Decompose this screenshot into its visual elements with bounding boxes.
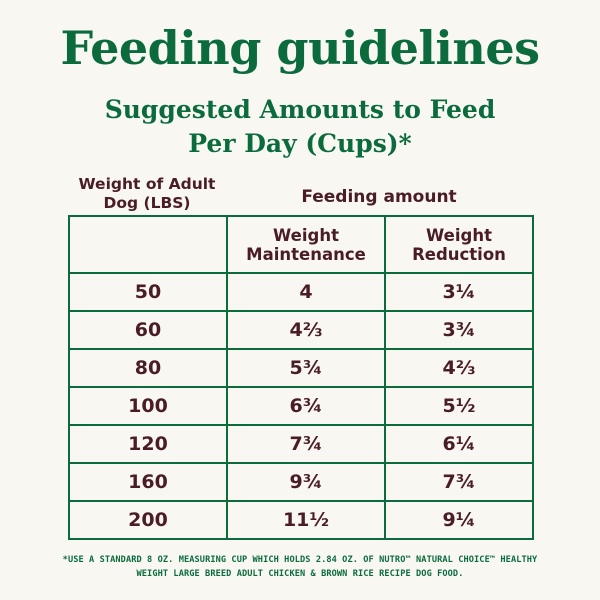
maintenance-cell: 4⅔ — [226, 310, 386, 350]
table-row: 120 7¾ 6¼ — [68, 424, 534, 464]
maintenance-header-line-1: Weight — [273, 225, 339, 245]
subtitle-line-2: Per Day (Cups)* — [188, 129, 412, 158]
reduction-cell: 9¼ — [384, 500, 534, 540]
maintenance-cell: 4 — [226, 272, 386, 312]
page-title: Feeding guidelines — [60, 21, 540, 75]
weight-cell: 200 — [68, 500, 228, 540]
maintenance-header-cell: Weight Maintenance — [226, 215, 386, 274]
reduction-cell: 3¾ — [384, 310, 534, 350]
footnote: *USE A STANDARD 8 OZ. MEASURING CUP WHIC… — [10, 553, 590, 581]
reduction-header-line-2: Reduction — [412, 244, 506, 264]
table-row: 100 6¾ 5½ — [68, 386, 534, 426]
table-row: 50 4 3¼ — [68, 272, 534, 312]
subtitle-line-1: Suggested Amounts to Feed — [104, 95, 496, 124]
reduction-header-line-1: Weight — [426, 225, 492, 245]
weight-column-heading: Weight of Adult Dog (LBS) — [62, 175, 232, 213]
maintenance-cell: 7¾ — [226, 424, 386, 464]
feeding-amount-heading: Feeding amount — [301, 187, 457, 207]
weight-cell: 100 — [68, 386, 228, 426]
table-header-row: Weight Maintenance Weight Reduction — [68, 215, 534, 274]
maintenance-cell: 5¾ — [226, 348, 386, 388]
table-row: 80 5¾ 4⅔ — [68, 348, 534, 388]
feeding-table: Weight Maintenance Weight Reduction 50 4… — [68, 215, 534, 540]
weight-cell: 60 — [68, 310, 228, 350]
maintenance-cell: 6¾ — [226, 386, 386, 426]
weight-heading-line-1: Weight of Adult — [78, 175, 216, 193]
maintenance-header-line-2: Maintenance — [246, 244, 366, 264]
empty-header-cell — [68, 215, 228, 274]
reduction-cell: 7¾ — [384, 462, 534, 502]
table-row: 60 4⅔ 3¾ — [68, 310, 534, 350]
reduction-cell: 3¼ — [384, 272, 534, 312]
weight-heading-line-2: Dog (LBS) — [103, 194, 191, 212]
maintenance-cell: 11½ — [226, 500, 386, 540]
page-subtitle: Suggested Amounts to Feed Per Day (Cups)… — [0, 93, 600, 161]
reduction-cell: 6¼ — [384, 424, 534, 464]
table-row: 200 11½ 9¼ — [68, 500, 534, 540]
footnote-line-2: WEIGHT LARGE BREED ADULT CHICKEN & BROWN… — [136, 569, 464, 579]
weight-cell: 50 — [68, 272, 228, 312]
reduction-header-cell: Weight Reduction — [384, 215, 534, 274]
reduction-cell: 5½ — [384, 386, 534, 426]
footnote-line-1: *USE A STANDARD 8 OZ. MEASURING CUP WHIC… — [62, 555, 538, 565]
maintenance-cell: 9¾ — [226, 462, 386, 502]
weight-cell: 160 — [68, 462, 228, 502]
reduction-cell: 4⅔ — [384, 348, 534, 388]
table-row: 160 9¾ 7¾ — [68, 462, 534, 502]
weight-cell: 80 — [68, 348, 228, 388]
weight-cell: 120 — [68, 424, 228, 464]
